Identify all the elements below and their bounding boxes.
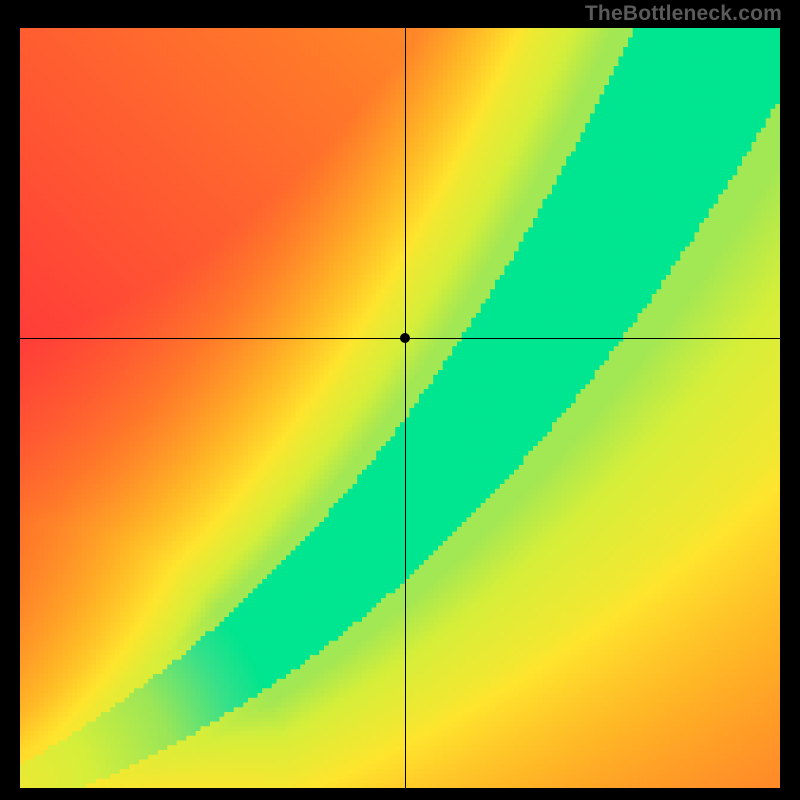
watermark-text: TheBottleneck.com <box>585 2 782 26</box>
chart-container: TheBottleneck.com <box>0 0 800 800</box>
bottleneck-heatmap <box>20 28 780 788</box>
